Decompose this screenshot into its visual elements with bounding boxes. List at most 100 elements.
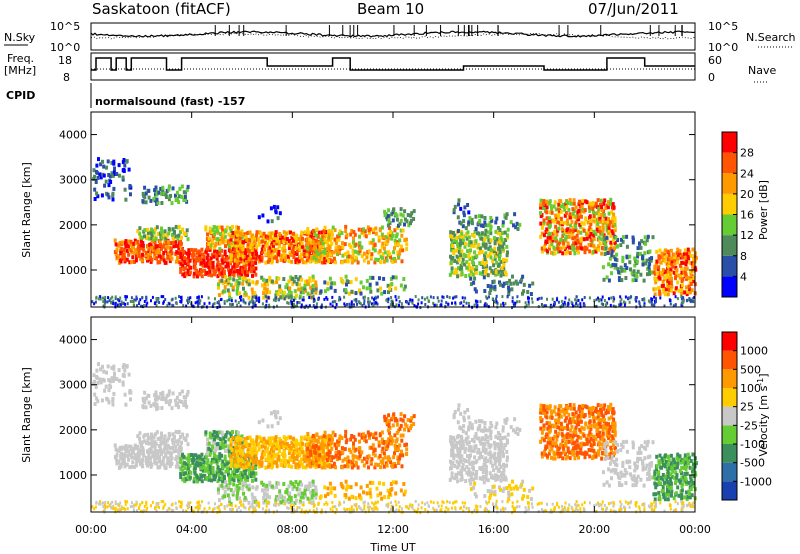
scatter-cell: [466, 249, 469, 254]
scatter-cell: [202, 463, 206, 467]
scatter-cell: [450, 270, 454, 275]
scatter-cell: [229, 283, 233, 288]
scatter-cell: [221, 486, 225, 491]
scatter-cell: [644, 241, 648, 246]
scatter-cell: [239, 298, 242, 302]
scatter-cell: [246, 273, 249, 277]
scatter-cell: [453, 438, 457, 443]
scatter-cell: [460, 471, 463, 476]
scatter-cell: [218, 279, 222, 284]
scatter-cell: [599, 198, 603, 203]
scatter-cell: [323, 297, 326, 301]
scatter-cell: [200, 257, 204, 262]
scatter-cell: [122, 169, 126, 173]
scatter-cell: [511, 296, 514, 300]
scatter-cell: [558, 240, 562, 245]
scatter-cell: [362, 490, 365, 495]
scatter-cell: [279, 288, 283, 293]
scatter-cell: [167, 456, 171, 461]
scatter-cell: [311, 274, 315, 279]
scatter-cell: [646, 272, 649, 277]
scatter-cell: [352, 463, 356, 468]
scatter-cell: [257, 441, 261, 446]
scatter-cell: [309, 247, 313, 252]
scatter-cell: [693, 296, 696, 299]
scatter-cell: [247, 460, 251, 464]
scatter-cell: [191, 248, 195, 253]
scatter-cell: [177, 233, 181, 238]
scatter-cell: [592, 233, 596, 238]
scatter-cell: [376, 302, 379, 306]
scatter-cell: [452, 210, 456, 215]
scatter-cell: [145, 297, 148, 301]
scatter-cell: [174, 464, 178, 469]
scatter-cell: [589, 231, 593, 236]
scatter-cell: [139, 235, 143, 240]
scatter-cell: [489, 460, 493, 465]
scatter-cell: [484, 270, 487, 275]
scatter-cell: [216, 230, 220, 235]
scatter-cell: [514, 279, 518, 284]
scatter-cell: [465, 301, 468, 305]
scatter-cell: [266, 440, 270, 445]
scatter-cell: [682, 300, 685, 304]
scatter-cell: [185, 433, 189, 438]
scatter-cell: [665, 287, 669, 291]
scatter-cell: [160, 295, 163, 299]
scatter-cell: [161, 254, 165, 259]
scatter-cell: [244, 234, 248, 239]
scatter-cell: [548, 223, 552, 228]
scatter-cell: [221, 479, 225, 484]
scatter-cell: [296, 277, 300, 282]
scatter-cell: [280, 253, 284, 258]
scatter-cell: [178, 249, 182, 254]
scatter-cell: [274, 210, 278, 215]
scatter-cell: [226, 263, 230, 268]
scatter-cell: [235, 259, 239, 264]
scatter-cell: [223, 252, 227, 257]
scatter-cell: [388, 426, 392, 431]
scatter-cell: [207, 441, 211, 446]
scatter-cell: [236, 430, 240, 435]
scatter-cell: [350, 465, 354, 470]
scatter-cell: [295, 453, 299, 458]
scatter-cell: [521, 291, 524, 296]
scatter-cell: [370, 252, 374, 257]
scatter-cell: [391, 438, 395, 443]
scatter-cell: [141, 241, 145, 245]
scatter-cell: [155, 397, 159, 402]
scatter-cell: [150, 245, 154, 250]
scatter-cell: [687, 298, 690, 302]
scatter-cell: [290, 464, 294, 469]
scatter-cell: [224, 444, 228, 449]
scatter-cell: [229, 252, 233, 257]
scatter-cell: [307, 255, 311, 260]
scatter-cell: [229, 433, 233, 438]
scatter-cell: [223, 285, 227, 290]
scatter-cell: [293, 302, 295, 306]
scatter-cell: [282, 444, 286, 449]
scatter-cell: [131, 255, 135, 260]
scatter-cell: [229, 431, 233, 436]
scatter-cell: [121, 445, 125, 450]
scatter-cell: [557, 215, 561, 220]
scatter-cell: [284, 253, 288, 258]
scatter-cell: [225, 256, 229, 261]
scatter-cell: [141, 452, 145, 457]
scatter-cell: [223, 490, 227, 495]
scatter-cell: [131, 460, 135, 465]
scatter-cell: [145, 458, 148, 463]
scatter-cell: [391, 210, 395, 215]
scatter-cell: [300, 257, 304, 262]
scatter-cell: [329, 252, 333, 257]
scatter-cell: [389, 277, 393, 281]
scatter-cell: [323, 280, 327, 285]
scatter-cell: [211, 469, 215, 474]
scatter-cell: [136, 434, 140, 439]
scatter-cell: [245, 260, 249, 264]
scatter-cell: [143, 228, 147, 233]
scatter-cell: [354, 277, 358, 282]
scatter-cell: [180, 440, 183, 445]
scatter-cell: [345, 233, 349, 238]
scatter-cell: [184, 403, 187, 408]
